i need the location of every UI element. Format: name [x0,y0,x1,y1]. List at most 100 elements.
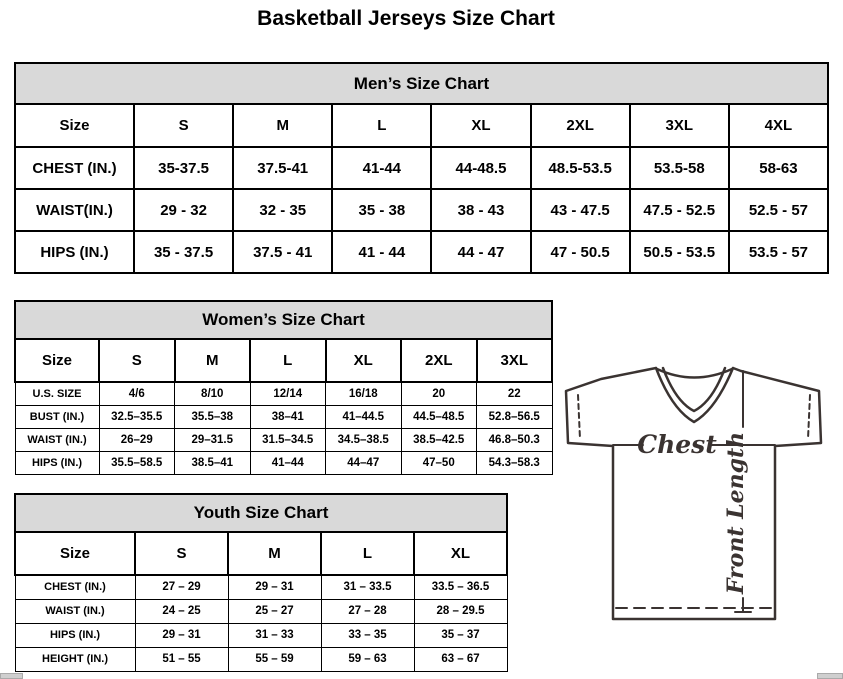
collar-outer-v [654,366,735,424]
row-label: CHEST (IN.) [14,574,136,600]
table-cell: 33.5 – 36.5 [413,574,508,600]
column-header: M [227,531,322,576]
table-cell: 46.8–50.3 [476,427,553,452]
row-label: HIPS (IN.) [14,450,100,475]
table-cell: 38 - 43 [430,188,532,232]
table-row: CHEST (IN.) 35-37.5 37.5-41 41-44 44-48.5 48.… [14,146,830,190]
table-cell: 33 – 35 [320,622,415,648]
collar-inner-v [661,366,727,413]
horizontal-scrollbar-left-fragment[interactable] [0,673,23,679]
table-cell: 31 – 33 [227,622,322,648]
table-row: WAIST (IN.) 26–29 29–31.5 31.5–34.5 34.5–38.… [14,427,553,452]
table-cell: 37.5-41 [232,146,334,190]
table-cell: 28 – 29.5 [413,598,508,624]
table-cell: 29 – 31 [227,574,322,600]
column-header: XL [324,338,402,383]
table-title: Youth Size Chart [14,493,508,533]
table-cell: 31 – 33.5 [320,574,415,600]
table-cell: 27 – 28 [320,598,415,624]
table-row: WAIST(IN.) 29 - 32 32 - 35 35 - 38 38 - 43 43… [14,188,830,232]
table-title: Women’s Size Chart [14,300,553,340]
size-column-header: Size [14,103,135,148]
table-cell: 44–47 [325,450,402,475]
column-header: 3XL [628,103,730,148]
table-cell: 44 - 47 [430,230,532,274]
table-row: HIPS (IN.) 35 - 37.5 37.5 - 41 41 - 44 44 - … [14,230,830,274]
table-cell: 25 – 27 [227,598,322,624]
column-header: M [173,338,251,383]
table-cell: 47 - 50.5 [529,230,631,274]
column-header-row: Size S M L XL 2XL 3XL [14,338,553,383]
horizontal-scrollbar-right-fragment[interactable] [817,673,843,679]
column-header-row: Size S M L XL 2XL 3XL 4XL [14,103,830,148]
row-label: WAIST (IN.) [14,427,100,452]
table-cell: 48.5-53.5 [529,146,631,190]
table-cell: 35-37.5 [132,146,235,190]
table-cell: 35.5–58.5 [98,450,175,475]
front-length-label: Front Length [723,432,749,595]
column-header: L [249,338,327,383]
column-header: S [98,338,176,383]
table-cell: 35 - 37.5 [132,230,235,274]
table-row: HEIGHT (IN.) 51 – 55 55 – 59 59 – 63 63 – 67 [14,646,508,672]
column-header: XL [413,531,508,576]
column-header: 3XL [475,338,553,383]
left-sleeve-dashed-seam [577,394,581,440]
table-cell: 50.5 - 53.5 [628,230,730,274]
table-row: HIPS (IN.) 29 – 31 31 – 33 33 – 35 35 – 37 [14,622,508,648]
table-cell: 52.8–56.5 [476,404,553,429]
table-cell: 41–44 [249,450,326,475]
row-label: BUST (IN.) [14,404,100,429]
table-cell: 35.5–38 [174,404,251,429]
table-row: U.S. SIZE 4/6 8/10 12/14 16/18 20 22 [14,381,553,406]
table-cell: 38.5–41 [174,450,251,475]
table-cell: 24 – 25 [134,598,229,624]
table-row: HIPS (IN.) 35.5–58.5 38.5–41 41–44 44–47 47–5… [14,450,553,475]
table-cell: 59 – 63 [320,646,415,672]
table-cell: 32 - 35 [232,188,334,232]
table-cell: 55 – 59 [227,646,322,672]
table-row: WAIST (IN.) 24 – 25 25 – 27 27 – 28 28 – 29.… [14,598,508,624]
table-cell: 35 – 37 [413,622,508,648]
page-title: Basketball Jerseys Size Chart [257,7,555,30]
right-sleeve-dashed-seam [807,394,811,440]
column-header: XL [430,103,532,148]
row-label: HIPS (IN.) [14,230,135,274]
column-header: L [320,531,415,576]
table-cell: 53.5-58 [628,146,730,190]
table-cell: 35 - 38 [331,188,433,232]
size-column-header: Size [14,531,136,576]
table-cell: 22 [476,381,553,406]
table-cell: 29–31.5 [174,427,251,452]
jersey-diagram: Chest Front Length [564,366,823,621]
front-length-measure-line [734,370,752,613]
column-header: S [134,531,229,576]
table-row: BUST (IN.) 32.5–35.5 35.5–38 38–41 41–44.5 44… [14,404,553,429]
table-cell: 47.5 - 52.5 [628,188,730,232]
table-cell: 8/10 [174,381,251,406]
womens-size-chart-table: Women’s Size Chart Size S M L XL 2XL 3XL U.S. SI… [14,300,553,475]
table-cell: 20 [400,381,477,406]
table-cell: 41 - 44 [331,230,433,274]
row-label: HIPS (IN.) [14,622,136,648]
column-header: S [132,103,235,148]
table-cell: 47–50 [400,450,477,475]
table-cell: 29 – 31 [134,622,229,648]
table-cell: 52.5 - 57 [727,188,830,232]
size-column-header: Size [14,338,100,383]
table-cell: 53.5 - 57 [727,230,830,274]
column-header: 2XL [529,103,631,148]
table-cell: 29 - 32 [132,188,235,232]
mens-size-chart-table: Men’s Size Chart Size S M L XL 2XL 3XL 4XL CHEST … [14,62,830,274]
table-row: CHEST (IN.) 27 – 29 29 – 31 31 – 33.5 33.5 –… [14,574,508,600]
table-cell: 51 – 55 [134,646,229,672]
table-cell: 44-48.5 [430,146,532,190]
table-cell: 4/6 [98,381,175,406]
table-cell: 41-44 [331,146,433,190]
table-cell: 41–44.5 [325,404,402,429]
table-cell: 58-63 [727,146,830,190]
row-label: WAIST (IN.) [14,598,136,624]
column-header: L [331,103,433,148]
table-cell: 27 – 29 [134,574,229,600]
table-cell: 26–29 [98,427,175,452]
